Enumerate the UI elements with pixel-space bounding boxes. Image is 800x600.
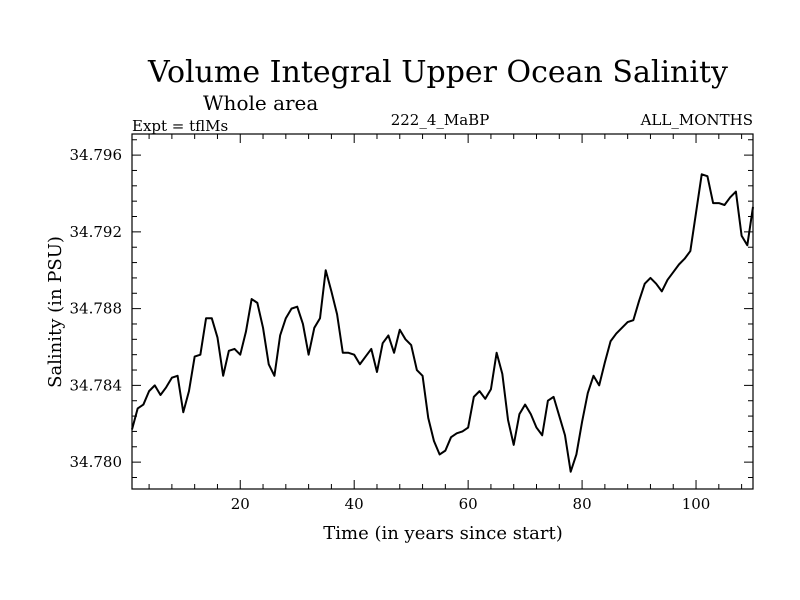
x-tick-label: 40	[345, 495, 364, 513]
x-tick-label: 80	[573, 495, 592, 513]
y-axis-label: Salinity (in PSU)	[45, 236, 66, 388]
experiment-label: Expt = tflMs	[132, 117, 228, 135]
plot-frame	[131, 133, 754, 490]
chart-title: Volume Integral Upper Ocean Salinity	[147, 55, 728, 90]
x-tick-label: 100	[682, 495, 711, 513]
y-tick-label: 34.788	[70, 300, 123, 318]
x-tick-labels: 20 40 60 80 100	[231, 495, 711, 513]
y-tick-labels: 34.780 34.784 34.788 34.792 34.796	[70, 146, 123, 471]
months-label: ALL_MONTHS	[640, 111, 753, 129]
salinity-series-line	[131, 173, 754, 473]
y-tick-label: 34.780	[70, 453, 123, 471]
x-tick-label: 20	[231, 495, 250, 513]
x-axis-label: Time (in years since start)	[323, 523, 563, 544]
x-tick-label: 60	[459, 495, 478, 513]
y-tick-label: 34.796	[70, 146, 123, 164]
run-id-label: 222_4_MaBP	[391, 111, 490, 129]
y-tick-label: 34.784	[70, 376, 123, 394]
y-tick-label: 34.792	[70, 223, 123, 241]
axis-ticks	[132, 134, 753, 489]
chart-subtitle: Whole area	[203, 91, 318, 115]
